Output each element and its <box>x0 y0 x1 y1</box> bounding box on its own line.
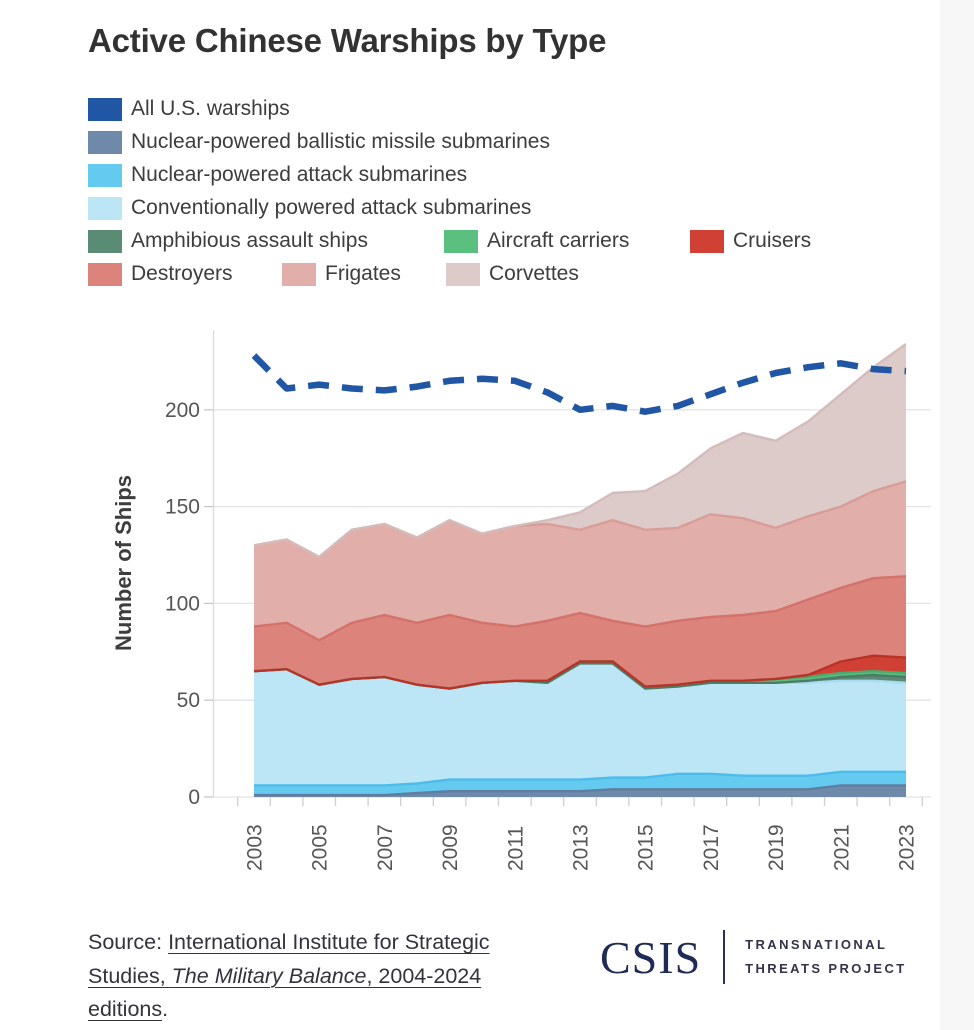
legend-swatch-frigates <box>282 262 316 286</box>
area-top-edge <box>253 343 907 559</box>
source-link[interactable]: , 2004-2024 <box>366 963 482 988</box>
source-suffix: . <box>162 997 169 1022</box>
legend-item-cruisers: Cruisers <box>690 229 811 253</box>
chart-canvas: 0 50 100 150 200 2003 2005 2007 2009 2011 2013 2015… <box>111 330 931 871</box>
y-tick-label: 200 <box>165 399 200 422</box>
legend-label: Cruisers <box>733 229 812 252</box>
x-tick-label: 2013 <box>570 824 593 871</box>
csis-wordmark: CSIS <box>600 931 702 983</box>
legend-item-us-warships: All U.S. warships <box>88 97 290 121</box>
x-tick-label: 2019 <box>765 824 788 871</box>
legend-item-ssk: Conventionally powered attack submarines <box>88 196 531 220</box>
y-tick-label: 100 <box>165 592 200 615</box>
legend-swatch-destroyers <box>88 262 122 286</box>
logo-divider <box>723 930 726 984</box>
legend-item-destroyers: Destroyers <box>88 262 233 286</box>
us-warships-line <box>251 353 907 415</box>
logo-subtitle: TRANSNATIONAL THREATS PROJECT <box>745 933 906 981</box>
source-prefix: Source: <box>88 930 169 954</box>
x-tick-label: 2023 <box>896 824 919 871</box>
y-tick-label: 0 <box>188 786 200 809</box>
x-tick-label: 2015 <box>635 824 658 871</box>
legend-item-ssn: Nuclear-powered attack submarines <box>88 163 467 187</box>
source-link[interactable]: editions <box>88 997 163 1022</box>
legend-swatch-ssn <box>88 163 122 187</box>
legend-label: All U.S. warships <box>131 97 290 120</box>
legend-label: Amphibious assault ships <box>131 229 368 252</box>
y-tick-label: 150 <box>165 496 200 519</box>
legend-label: Destroyers <box>131 262 233 285</box>
page-right-gutter <box>940 0 974 1030</box>
source-note: Source: International Institute for Stra… <box>88 926 588 1027</box>
legend-label: Corvettes <box>489 262 579 285</box>
legend-label: Frigates <box>325 262 401 285</box>
x-tick-label: 2017 <box>700 824 723 871</box>
source-link[interactable]: Studies, <box>88 963 172 988</box>
legend-swatch-ssk <box>88 196 122 220</box>
x-tick-label: 2011 <box>504 826 527 871</box>
legend-swatch-us-warships <box>88 97 122 121</box>
csis-logo[interactable]: CSIS TRANSNATIONAL THREATS PROJECT <box>600 930 907 984</box>
x-tick-label: 2003 <box>244 824 267 871</box>
legend-label: Aircraft carriers <box>487 229 630 252</box>
logo-subtitle-line2: THREATS PROJECT <box>745 961 907 976</box>
area-top-edge <box>253 654 907 690</box>
area-corvettes <box>254 344 906 557</box>
legend-swatch-ssbn <box>88 130 122 154</box>
source-link-title[interactable]: The Military Balance <box>171 963 367 988</box>
legend-item-corvettes: Corvettes <box>446 262 579 286</box>
y-tick-label: 50 <box>177 689 200 712</box>
legend-item-ssbn: Nuclear-powered ballistic missile submar… <box>88 130 550 154</box>
area-top-edge <box>253 575 907 642</box>
legend-item-carriers: Aircraft carriers <box>444 229 629 253</box>
logo-subtitle-line1: TRANSNATIONAL <box>745 936 888 952</box>
y-axis-title: Number of Ships <box>111 475 136 651</box>
legend-label: Nuclear-powered attack submarines <box>131 163 468 186</box>
x-tick-label: 2021 <box>830 824 853 871</box>
area-top-edge <box>254 770 906 787</box>
area-top-edge <box>254 784 906 797</box>
area-destroyers <box>254 576 906 689</box>
stacked-area-chart: 0 50 100 150 200 2003 2005 2007 2009 2011 2013 2015… <box>0 325 974 885</box>
x-tick-label: 2007 <box>374 824 397 871</box>
page-title: Active Chinese Warships by Type <box>88 22 607 59</box>
area-conventionally-powered-attack-submarines <box>254 663 906 786</box>
legend-swatch-corvettes <box>446 262 480 286</box>
legend-label: Conventionally powered attack submarines <box>131 196 532 219</box>
legend-item-amphibious: Amphibious assault ships <box>88 229 368 253</box>
legend-swatch-amphibious <box>88 229 122 253</box>
area-frigates <box>254 481 906 641</box>
source-link[interactable]: International Institute for Strategic <box>168 930 490 954</box>
legend-swatch-carriers <box>444 229 478 253</box>
legend-item-frigates: Frigates <box>282 262 401 286</box>
x-tick-label: 2009 <box>439 824 462 871</box>
legend-swatch-cruisers <box>690 229 724 253</box>
legend-label: Nuclear-powered ballistic missile submar… <box>131 130 550 153</box>
x-tick-label: 2005 <box>309 824 332 871</box>
